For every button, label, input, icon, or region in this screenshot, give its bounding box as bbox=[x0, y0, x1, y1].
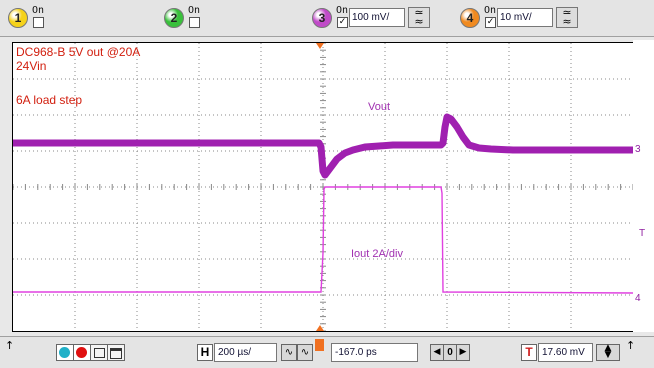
iout-trace bbox=[13, 186, 633, 294]
horizontal-settings-button[interactable]: H bbox=[197, 344, 213, 361]
waveform-icon: ∿ bbox=[300, 347, 310, 358]
save-icon bbox=[94, 348, 105, 358]
channel-4-ground-marker[interactable]: 4 bbox=[635, 293, 641, 304]
graticule-grid bbox=[13, 43, 633, 331]
trigger-position-bottom-marker[interactable] bbox=[316, 325, 324, 331]
delay-right-button[interactable]: ▶ bbox=[456, 344, 470, 361]
record-icon bbox=[76, 347, 87, 358]
channel-4-on-checkbox[interactable]: ✓ bbox=[485, 17, 496, 28]
print-button[interactable] bbox=[107, 344, 125, 361]
channel-1-on-label: On bbox=[32, 5, 45, 16]
channel-3-scale-field[interactable]: 100 mV/ bbox=[349, 8, 405, 27]
channel-toolbar: 1 On 2 On 3 On ✓ 100 mV/ ≃ ≈ 4 On ✓ 10 mV… bbox=[0, 0, 654, 37]
trigger-settings-button[interactable]: T bbox=[521, 344, 537, 361]
trigger-position-top-marker[interactable] bbox=[316, 43, 324, 49]
trigger-level-marker[interactable]: T bbox=[639, 228, 646, 239]
channel-3-button[interactable]: 3 bbox=[312, 8, 332, 28]
channel-2-button[interactable]: 2 bbox=[164, 8, 184, 28]
timebase-mode-button[interactable]: ∿ bbox=[281, 344, 297, 361]
timebase-mode-button-2[interactable]: ∿ bbox=[297, 344, 313, 361]
delay-zero-button[interactable]: 0 bbox=[443, 344, 457, 361]
waveform-icon: ∿ bbox=[284, 347, 294, 358]
delay-left-button[interactable]: ◀ bbox=[430, 344, 444, 361]
trace-marker-rail: 3 T 4 bbox=[633, 40, 654, 332]
annotation-load-step: 6A load step bbox=[16, 93, 83, 107]
waveform-graticule bbox=[13, 43, 633, 331]
trigger-level-field[interactable]: 17.60 mV bbox=[538, 343, 593, 362]
timebase-field[interactable]: 200 µs/ bbox=[214, 343, 277, 362]
annotation-title: DC968-B 5V out @20A bbox=[16, 45, 141, 59]
channel-4-button[interactable]: 4 bbox=[460, 8, 480, 28]
channel-2-on-checkbox[interactable] bbox=[189, 17, 200, 28]
printer-icon bbox=[110, 348, 122, 359]
vout-trace bbox=[13, 113, 633, 179]
channel-3-coupling-button[interactable]: ≃ ≈ bbox=[408, 7, 430, 28]
channel-3-on-checkbox[interactable]: ✓ bbox=[337, 17, 348, 28]
channel-1-button[interactable]: 1 bbox=[8, 8, 28, 28]
channel-4-coupling-button[interactable]: ≃ ≈ bbox=[556, 7, 578, 28]
run-indicator-icon bbox=[59, 347, 70, 358]
channel-3-ground-marker[interactable]: 3 bbox=[635, 144, 641, 155]
trigger-level-spinner[interactable]: ▲ ▼ bbox=[596, 344, 620, 361]
channel-4-scale-field[interactable]: 10 mV/ bbox=[497, 8, 553, 27]
timebase-toolbar: ↑ H 200 µs/ ∿ ∿ -167.0 ps ◀ 0 ▶ T 17.60 … bbox=[0, 336, 654, 368]
channel-4-on-label: On bbox=[484, 5, 497, 16]
trigger-delay-marker-icon[interactable] bbox=[315, 339, 324, 351]
waveform-display[interactable]: DC968-B 5V out @20A 24Vin 6A load step V… bbox=[12, 42, 634, 332]
spinner-up-down-icon: ▲ ▼ bbox=[604, 343, 612, 360]
scroll-up-arrow-icon-right[interactable]: ↑ bbox=[626, 339, 636, 352]
channel-3-on-label: On bbox=[336, 5, 349, 16]
save-button[interactable] bbox=[90, 344, 108, 361]
run-button[interactable] bbox=[56, 344, 74, 361]
channel-2-on-label: On bbox=[188, 5, 201, 16]
channel-1-on-checkbox[interactable] bbox=[33, 17, 44, 28]
annotation-input-voltage: 24Vin bbox=[16, 59, 47, 73]
coupling-icon: ≃ ≈ bbox=[414, 6, 424, 28]
iout-label: Iout 2A/div bbox=[351, 248, 403, 260]
record-button[interactable] bbox=[73, 344, 91, 361]
vout-label: Vout bbox=[368, 101, 391, 113]
delay-field[interactable]: -167.0 ps bbox=[331, 343, 418, 362]
coupling-icon: ≃ ≈ bbox=[562, 6, 572, 28]
scroll-up-arrow-icon[interactable]: ↑ bbox=[5, 339, 15, 352]
